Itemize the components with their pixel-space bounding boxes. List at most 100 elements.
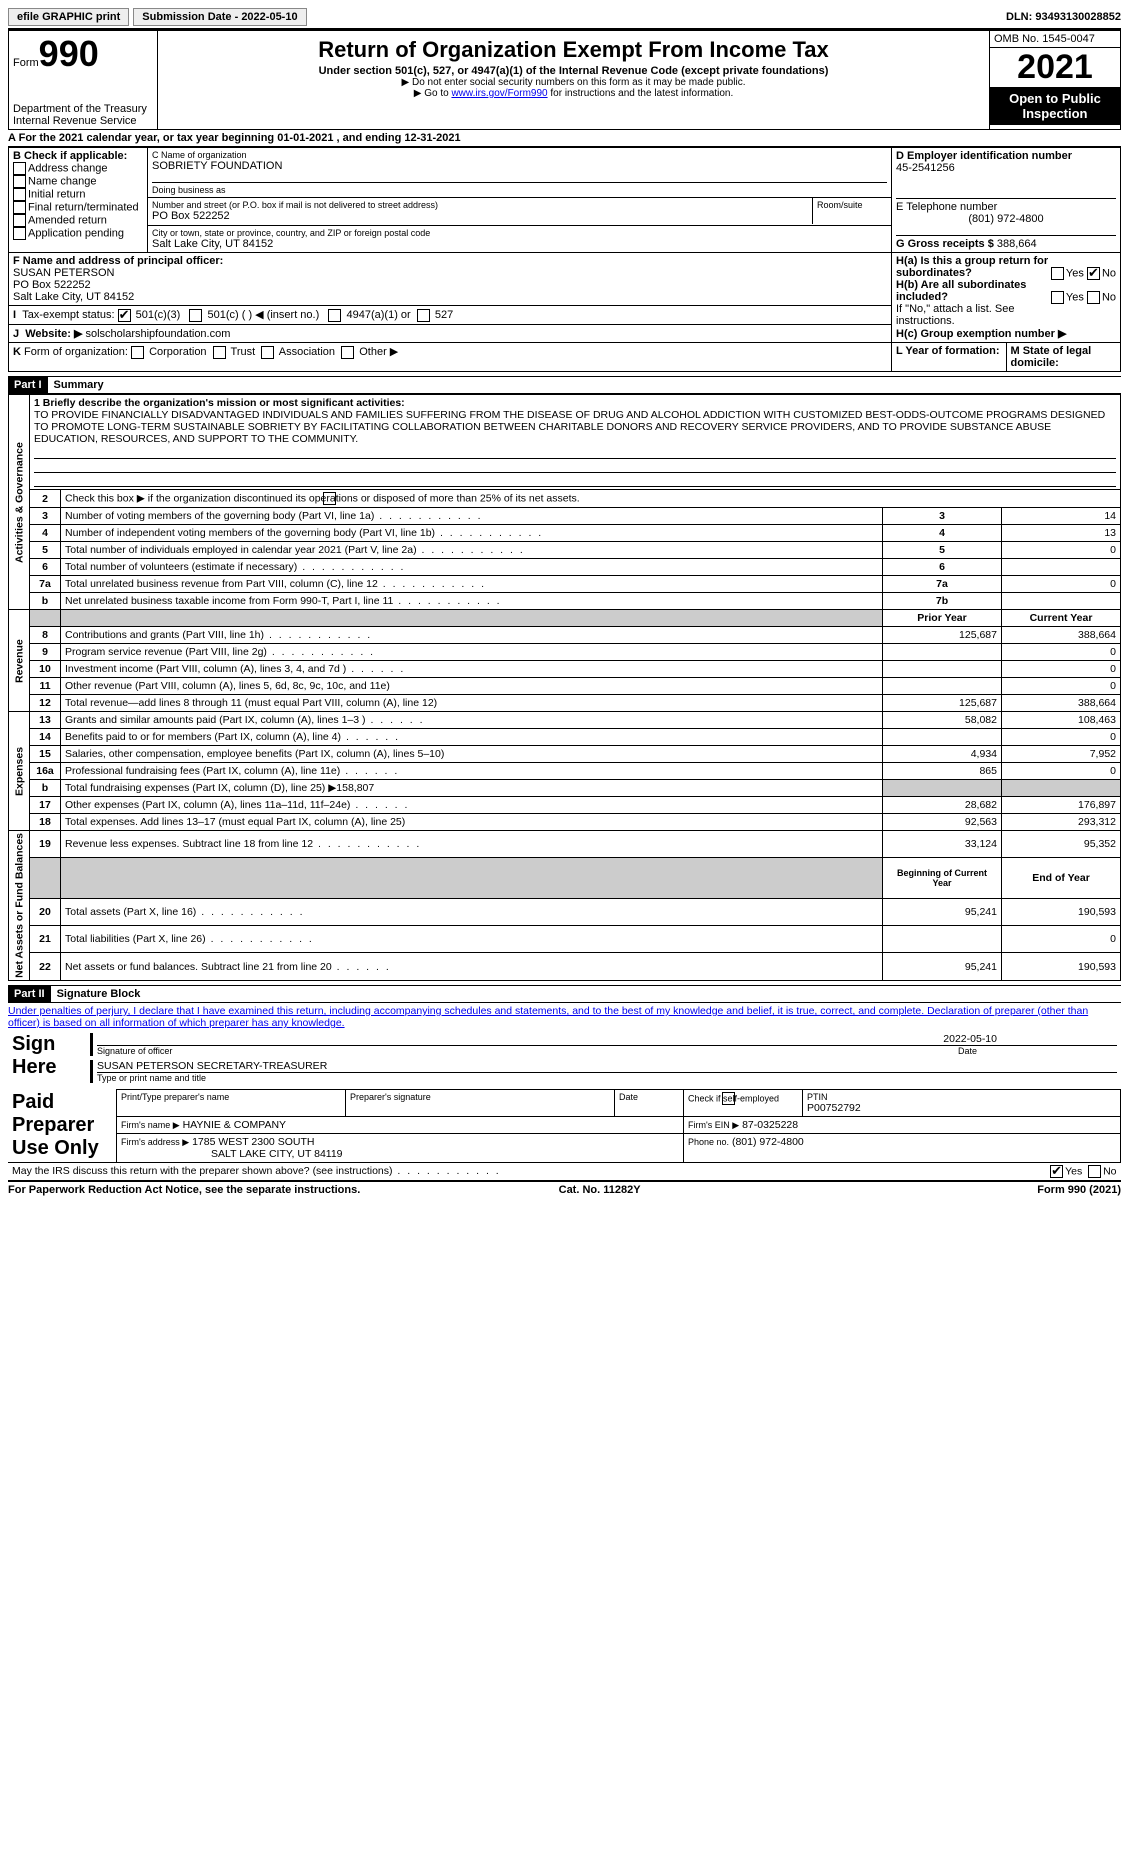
name-title-label: Type or print name and title: [97, 1073, 1117, 1083]
firm-phone: (801) 972-4800: [732, 1136, 804, 1148]
chk-hb-yes[interactable]: [1051, 291, 1064, 304]
sig-officer-label: Signature of officer: [97, 1046, 172, 1056]
chk-4947[interactable]: [328, 309, 341, 322]
pp-name-label: Print/Type preparer's name: [121, 1092, 341, 1102]
room-label: Room/suite: [813, 198, 892, 224]
chk-other[interactable]: [341, 346, 354, 359]
part1-header: Part ISummary: [8, 376, 1121, 394]
v7a: 0: [1002, 576, 1121, 593]
footer-left: For Paperwork Reduction Act Notice, see …: [8, 1184, 360, 1196]
org-name: SOBRIETY FOUNDATION: [152, 160, 887, 172]
firm-addr2: SALT LAKE CITY, UT 84119: [211, 1148, 343, 1160]
dba-label: Doing business as: [152, 182, 887, 195]
v5: 0: [1002, 542, 1121, 559]
city-label: City or town, state or province, country…: [152, 228, 887, 238]
omb-label: OMB No. 1545-0047: [990, 31, 1120, 48]
chk-address-change[interactable]: [13, 162, 26, 175]
v7b: [1002, 593, 1121, 610]
open-inspection: Open to Public Inspection: [990, 87, 1120, 125]
chk-line2[interactable]: [323, 492, 336, 505]
chk-ha-yes[interactable]: [1051, 267, 1064, 280]
v4: 13: [1002, 525, 1121, 542]
firm-ein-label: Firm's EIN ▶: [688, 1120, 739, 1130]
website-value: solscholarshipfoundation.com: [85, 328, 230, 340]
k-label: Form of organization:: [24, 346, 128, 358]
form-subtitle: Under section 501(c), 527, or 4947(a)(1)…: [162, 65, 985, 77]
city-value: Salt Lake City, UT 84152: [152, 238, 887, 250]
chk-application-pending[interactable]: [13, 227, 26, 240]
footer: For Paperwork Reduction Act Notice, see …: [8, 1180, 1121, 1196]
v6: [1002, 559, 1121, 576]
efile-button[interactable]: efile GRAPHIC print: [8, 8, 129, 26]
pp-date-label: Date: [619, 1092, 679, 1102]
chk-ha-no[interactable]: [1087, 267, 1100, 280]
chk-discuss-no[interactable]: [1088, 1165, 1101, 1178]
chk-discuss-yes[interactable]: [1050, 1165, 1063, 1178]
c-name-label: C Name of organization: [152, 150, 887, 160]
form-note1: ▶ Do not enter social security numbers o…: [162, 77, 985, 88]
form-note2-post: for instructions and the latest informat…: [548, 88, 734, 99]
chk-final-return[interactable]: [13, 201, 26, 214]
declaration: Under penalties of perjury, I declare th…: [8, 1003, 1121, 1031]
irs-label: Internal Revenue Service: [13, 115, 153, 127]
firm-name-label: Firm's name ▶: [121, 1120, 180, 1130]
part1-table: Activities & Governance 1 Briefly descri…: [8, 394, 1121, 981]
side-exp: Expenses: [9, 712, 30, 831]
j-label: Website: ▶: [25, 328, 82, 340]
dept-label: Department of the Treasury: [13, 103, 153, 115]
form-title: Return of Organization Exempt From Incom…: [162, 37, 985, 63]
paid-preparer-label: Paid Preparer Use Only: [8, 1089, 117, 1163]
ha-label: H(a) Is this a group return for subordin…: [896, 255, 1048, 279]
line-a: A For the 2021 calendar year, or tax yea…: [8, 130, 1121, 147]
side-ag: Activities & Governance: [9, 395, 30, 610]
chk-corp[interactable]: [131, 346, 144, 359]
addr-value: PO Box 522252: [152, 210, 808, 222]
header-table: Form990 Department of the Treasury Inter…: [8, 30, 1121, 130]
form990-link[interactable]: www.irs.gov/Form990: [451, 88, 547, 99]
hc-label: H(c) Group exemption number ▶: [896, 327, 1116, 340]
l1-label: 1 Briefly describe the organization's mi…: [34, 397, 1116, 409]
ptin-value: P00752792: [807, 1102, 1116, 1114]
chk-amended-return[interactable]: [13, 214, 26, 227]
gross-receipts: 388,664: [997, 238, 1037, 250]
phone-value: (801) 972-4800: [896, 213, 1116, 225]
ein-value: 45-2541256: [896, 162, 1116, 174]
current-year-hdr: Current Year: [1002, 610, 1121, 627]
dln-label: DLN: 93493130028852: [1006, 11, 1121, 23]
g-label: G Gross receipts $: [896, 238, 994, 250]
chk-501c[interactable]: [189, 309, 202, 322]
side-rev: Revenue: [9, 610, 30, 712]
sig-date: 2022-05-10: [943, 1033, 997, 1045]
form-note2-pre: ▶ Go to: [414, 88, 452, 99]
hb-note: If "No," attach a list. See instructions…: [896, 303, 1116, 327]
officer-addr2: Salt Lake City, UT 84152: [13, 291, 887, 303]
v3: 14: [1002, 508, 1121, 525]
discuss-label: May the IRS discuss this return with the…: [12, 1165, 501, 1177]
chk-trust[interactable]: [213, 346, 226, 359]
officer-name: SUSAN PETERSON: [13, 267, 887, 279]
prior-year-hdr: Prior Year: [883, 610, 1002, 627]
firm-name: HAYNIE & COMPANY: [183, 1119, 286, 1131]
officer-addr1: PO Box 522252: [13, 279, 887, 291]
officer-name-title: SUSAN PETERSON SECRETARY-TREASURER: [97, 1060, 1117, 1073]
info-table: B Check if applicable: Address change Na…: [8, 147, 1121, 372]
firm-addr-label: Firm's address ▶: [121, 1137, 189, 1147]
chk-assoc[interactable]: [261, 346, 274, 359]
chk-self-employed[interactable]: [722, 1092, 735, 1105]
submission-date-button[interactable]: Submission Date - 2022-05-10: [133, 8, 306, 26]
chk-501c3[interactable]: [118, 309, 131, 322]
signature-section: Sign Here 2022-05-10 Signature of office…: [8, 1031, 1121, 1181]
chk-initial-return[interactable]: [13, 188, 26, 201]
part2-header: Part IISignature Block: [8, 985, 1121, 1003]
addr-label: Number and street (or P.O. box if mail i…: [152, 200, 808, 210]
b-label: B Check if applicable:: [13, 150, 143, 162]
firm-phone-label: Phone no.: [688, 1137, 729, 1147]
pp-sig-label: Preparer's signature: [350, 1092, 610, 1102]
hb-label: H(b) Are all subordinates included?: [896, 279, 1026, 303]
l-label: L Year of formation:: [892, 343, 1006, 371]
chk-527[interactable]: [417, 309, 430, 322]
sign-here-label: Sign Here: [8, 1031, 86, 1085]
chk-hb-no[interactable]: [1087, 291, 1100, 304]
chk-name-change[interactable]: [13, 175, 26, 188]
footer-right: Form 990 (2021): [1037, 1184, 1121, 1196]
